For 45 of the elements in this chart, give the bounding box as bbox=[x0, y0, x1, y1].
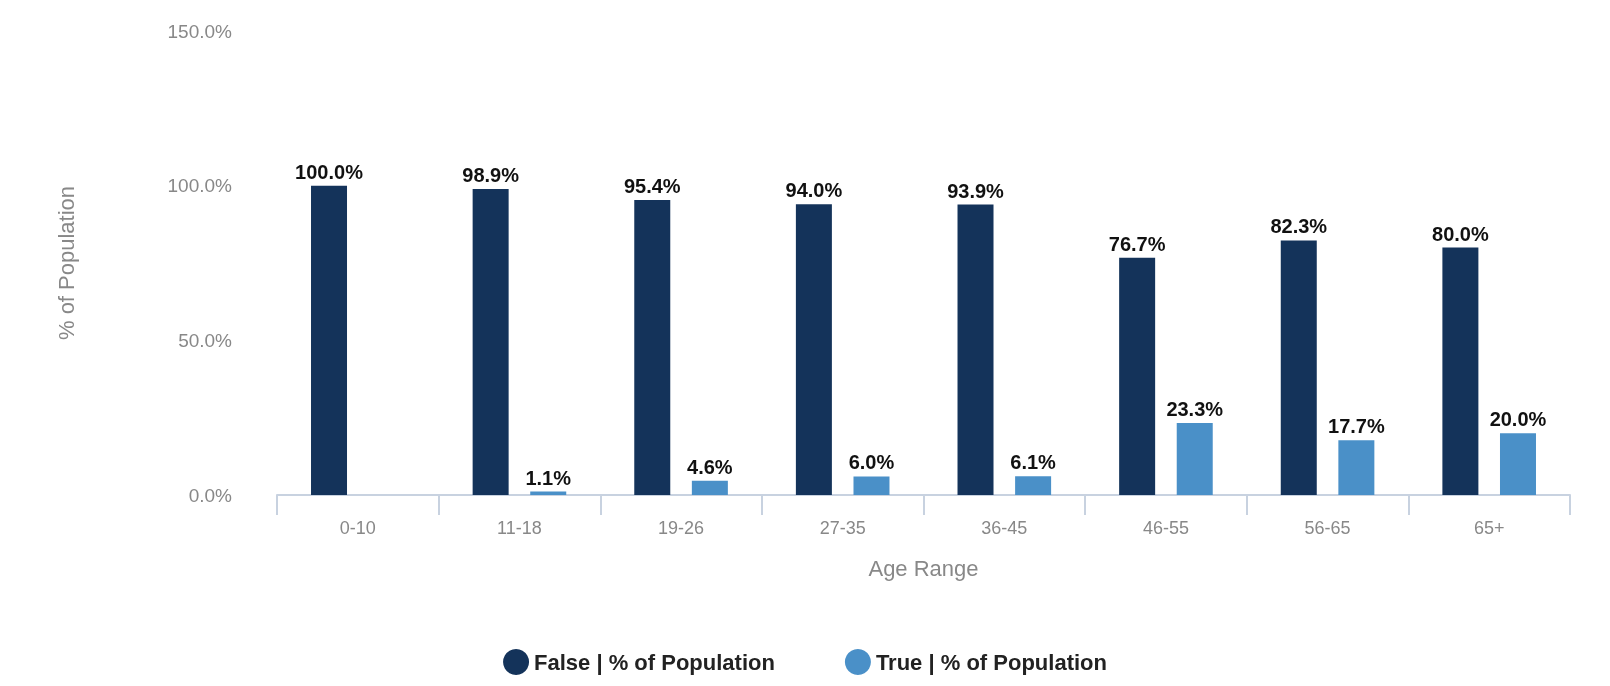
x-tick-label: 11-18 bbox=[497, 518, 542, 538]
y-tick-label: 50.0% bbox=[178, 329, 233, 351]
data-label: 82.3% bbox=[1270, 215, 1328, 238]
y-axis-title: % of Population bbox=[53, 185, 79, 341]
bar bbox=[472, 189, 509, 495]
data-label: 93.9% bbox=[947, 179, 1005, 202]
data-label: 20.0% bbox=[1489, 408, 1547, 431]
y-tick-label: 0.0% bbox=[188, 484, 233, 506]
data-label: 1.1% bbox=[525, 466, 572, 489]
bar bbox=[634, 199, 671, 495]
data-label: 94.0% bbox=[785, 179, 843, 202]
x-tick-label: 27-35 bbox=[819, 518, 866, 538]
x-tick-label: 56-65 bbox=[1304, 518, 1351, 538]
data-label: 80.0% bbox=[1432, 222, 1489, 245]
data-label: 100.0% bbox=[295, 160, 364, 183]
data-label: 76.7% bbox=[1108, 232, 1166, 255]
x-tick-label: 36-45 bbox=[981, 518, 1028, 538]
bar bbox=[957, 204, 994, 495]
bar bbox=[691, 480, 728, 495]
bar bbox=[853, 476, 890, 495]
x-axis-title: Age Range bbox=[868, 555, 979, 581]
data-label: 6.0% bbox=[848, 451, 895, 474]
y-tick-label: 100.0% bbox=[167, 175, 233, 197]
bar bbox=[1176, 422, 1213, 495]
legend-label: True | % of Population bbox=[875, 649, 1107, 675]
y-tick-label: 150.0% bbox=[167, 20, 233, 42]
bar bbox=[1442, 247, 1479, 495]
bar bbox=[1280, 240, 1317, 495]
bar bbox=[1338, 440, 1375, 495]
x-tick-label: 19-26 bbox=[658, 518, 705, 538]
legend-label: False | % of Population bbox=[534, 649, 775, 675]
bar bbox=[311, 185, 348, 495]
bar bbox=[795, 204, 832, 495]
data-label: 4.6% bbox=[687, 455, 733, 478]
data-label: 23.3% bbox=[1166, 397, 1224, 420]
data-label: 95.4% bbox=[623, 174, 681, 197]
x-tick-label: 0-10 bbox=[339, 518, 376, 538]
bar bbox=[1499, 433, 1536, 495]
bar bbox=[1015, 476, 1052, 495]
x-tick-label: 65+ bbox=[1473, 518, 1505, 538]
x-tick-label: 46-55 bbox=[1142, 518, 1189, 538]
bar bbox=[1119, 257, 1156, 495]
data-label: 98.9% bbox=[462, 164, 520, 187]
data-label: 6.1% bbox=[1010, 451, 1057, 474]
data-label: 17.7% bbox=[1328, 415, 1385, 438]
